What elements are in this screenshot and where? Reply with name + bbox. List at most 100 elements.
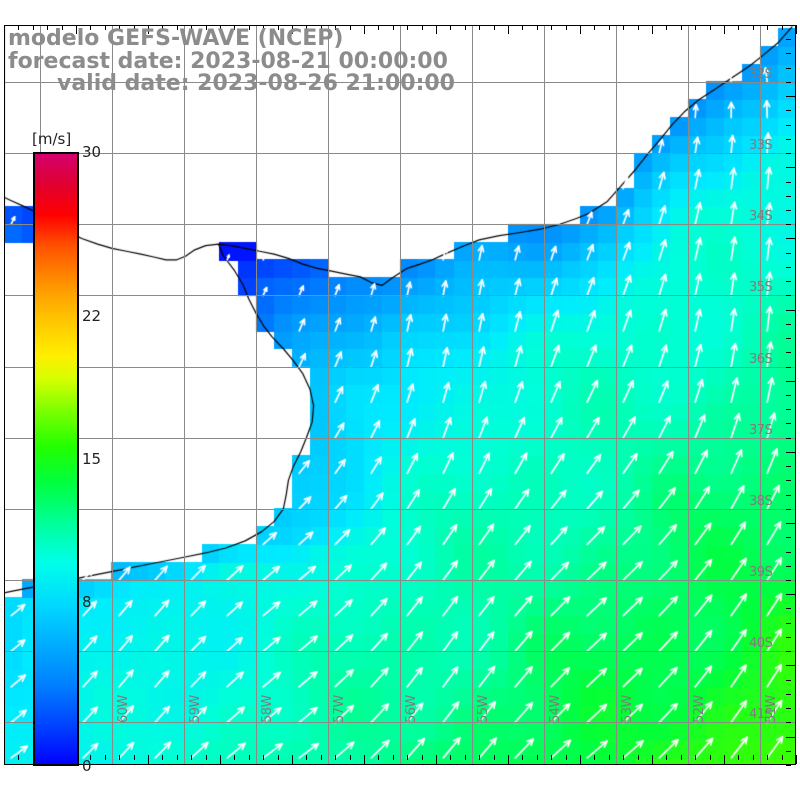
axis-tick	[148, 25, 149, 34]
axis-tick	[767, 755, 768, 760]
axis-tick	[753, 755, 754, 760]
axis-tick	[666, 25, 667, 30]
axis-tick	[652, 755, 653, 764]
gridline-lat-39S	[4, 580, 796, 581]
gridline-lat-37S	[4, 438, 796, 439]
axis-tick	[786, 651, 791, 652]
axis-tick	[119, 755, 120, 760]
axis-tick	[76, 25, 77, 34]
colorbar-unit-label: [m/s]	[32, 130, 72, 148]
axis-tick	[786, 452, 795, 453]
axis-tick	[263, 755, 264, 760]
lon-label-60W: 60W	[116, 695, 131, 723]
colorbar-tick-15: 15	[82, 450, 102, 468]
axis-tick	[638, 755, 639, 760]
right-axis-ticks	[786, 25, 796, 766]
colorbar-tick-22: 22	[82, 306, 102, 325]
lon-label-51W: 51W	[764, 695, 779, 723]
lat-label-35S: 35S	[749, 280, 773, 296]
axis-tick	[292, 25, 293, 34]
gridline-lon-53W	[616, 25, 617, 765]
axis-tick	[551, 25, 552, 30]
axis-tick	[206, 755, 207, 760]
axis-tick	[18, 755, 19, 760]
axis-tick	[786, 125, 791, 126]
axis-tick	[105, 755, 106, 760]
axis-tick	[206, 25, 207, 30]
axis-tick	[479, 755, 480, 760]
axis-tick	[249, 755, 250, 760]
axis-tick	[422, 25, 423, 30]
axis-tick	[263, 25, 264, 30]
axis-tick	[786, 295, 791, 296]
lat-label-37S: 37S	[749, 422, 773, 438]
axis-tick	[364, 25, 365, 34]
axis-tick	[786, 466, 791, 467]
axis-tick	[786, 665, 795, 666]
axis-tick	[350, 755, 351, 760]
axis-tick	[786, 737, 795, 738]
axis-tick	[786, 722, 791, 723]
axis-tick	[786, 608, 791, 609]
axis-tick	[695, 755, 696, 760]
axis-tick	[786, 580, 791, 581]
axis-tick	[710, 25, 711, 30]
axis-tick	[782, 25, 783, 30]
axis-tick	[105, 25, 106, 30]
axis-tick	[407, 25, 408, 30]
gridline-lat-33S	[4, 153, 796, 154]
lat-label-38S: 38S	[749, 493, 773, 509]
axis-tick	[378, 755, 379, 760]
axis-tick	[566, 755, 567, 760]
colorbar-tick-8: 8	[82, 593, 92, 612]
axis-tick	[786, 523, 795, 524]
axis-tick	[306, 25, 307, 30]
axis-tick	[450, 755, 451, 760]
axis-tick	[786, 509, 791, 510]
axis-tick	[681, 25, 682, 30]
bottom-axis-ticks	[4, 755, 797, 765]
axis-tick	[292, 755, 293, 764]
axis-tick	[393, 25, 394, 30]
axis-tick	[786, 139, 791, 140]
axis-tick	[786, 423, 791, 424]
axis-tick	[786, 680, 791, 681]
axis-tick	[786, 552, 791, 553]
axis-tick	[335, 755, 336, 760]
axis-tick	[4, 755, 5, 764]
lat-label-33S: 33S	[749, 138, 773, 154]
axis-tick	[738, 25, 739, 30]
axis-tick	[786, 352, 791, 353]
axis-tick	[537, 755, 538, 760]
axis-tick	[609, 755, 610, 760]
axis-tick	[786, 566, 791, 567]
gridline-lon-54W	[544, 25, 545, 765]
axis-tick	[321, 25, 322, 30]
axis-tick	[786, 765, 791, 766]
axis-tick	[786, 224, 791, 225]
axis-tick	[710, 755, 711, 760]
gridline-lat-32S	[4, 82, 796, 83]
gridline-lon-59W	[184, 25, 185, 765]
axis-tick	[666, 755, 667, 760]
axis-tick	[786, 310, 795, 311]
axis-tick	[522, 755, 523, 760]
axis-tick	[786, 25, 795, 26]
gridline-lon-55W	[472, 25, 473, 765]
axis-tick	[551, 755, 552, 760]
axis-tick	[436, 25, 437, 34]
axis-tick	[786, 367, 791, 368]
axis-tick	[594, 755, 595, 760]
lat-label-41S: 41S	[749, 707, 773, 723]
axis-tick	[177, 25, 178, 30]
lat-label-39S: 39S	[749, 565, 773, 580]
axis-tick	[786, 594, 795, 595]
axis-tick	[786, 110, 791, 111]
top-axis-ticks	[4, 25, 797, 35]
axis-tick	[786, 39, 791, 40]
lon-label-54W: 54W	[548, 695, 563, 723]
colorbar[interactable]	[33, 152, 79, 766]
axis-tick	[234, 755, 235, 760]
